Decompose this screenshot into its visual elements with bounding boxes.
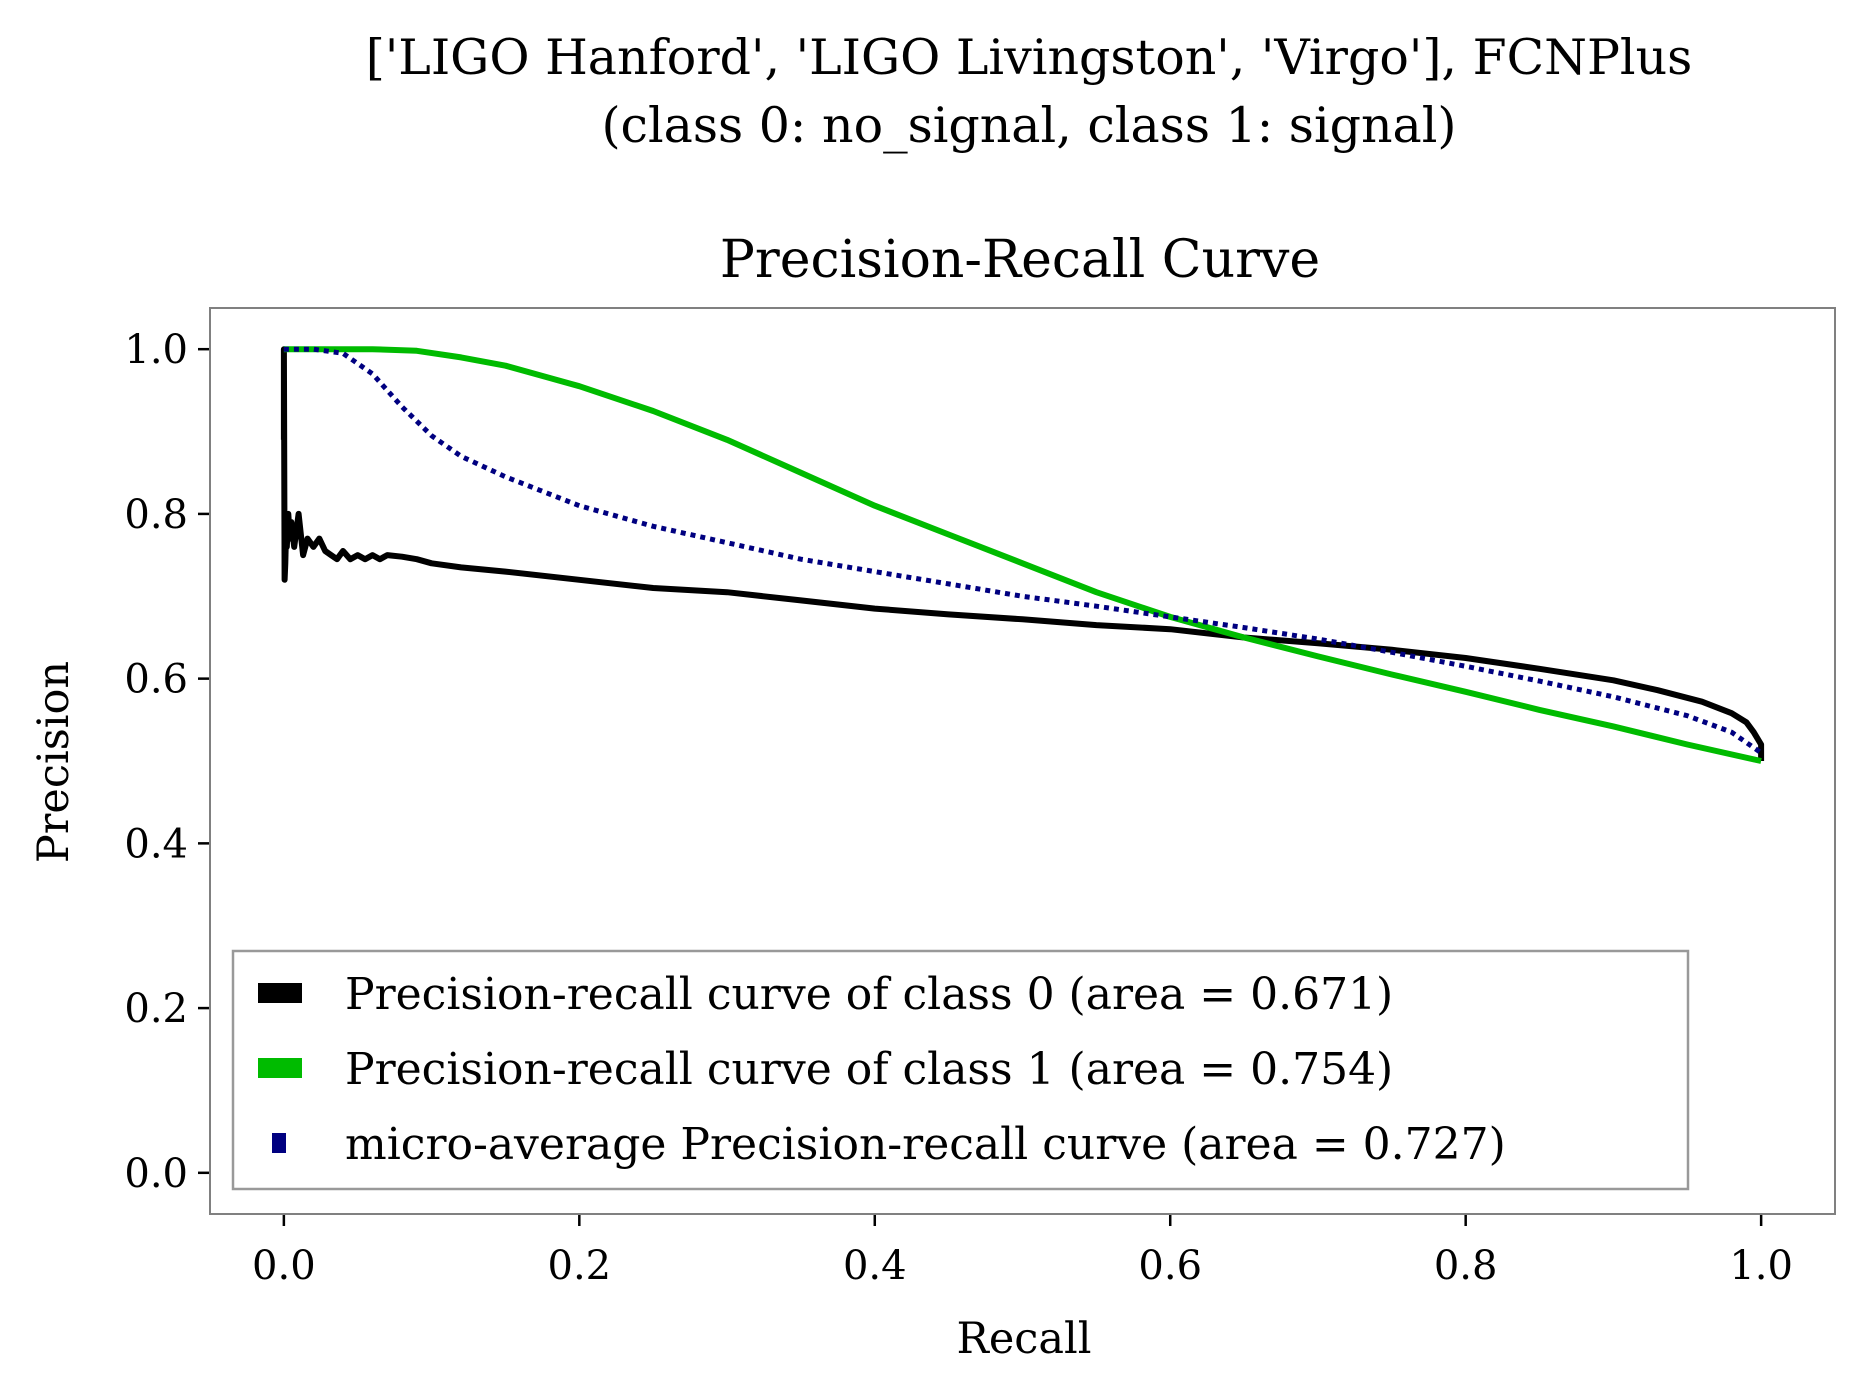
legend: Precision-recall curve of class 0 (area … <box>231 949 1690 1191</box>
legend-box <box>231 949 1690 1191</box>
y-axis-label: Precision <box>29 661 79 863</box>
legend-swatch-1 <box>258 1058 302 1078</box>
x-tick-label: 0.4 <box>843 1243 907 1289</box>
x-axis-label: Recall <box>956 1314 1091 1364</box>
y-tick-label: 0.0 <box>124 1151 188 1197</box>
series-line-2 <box>283 346 1763 755</box>
axes-ticks: 0.0 0.2 0.4 0.6 0.8 1.0 0.0 0.2 0.4 0.6 0.8 1.0 <box>124 327 1793 1289</box>
series-line-1 <box>283 346 1762 764</box>
x-tick-label: 0.2 <box>548 1243 612 1289</box>
legend-swatch-2 <box>272 1133 286 1153</box>
legend-swatch-0 <box>258 983 302 1003</box>
y-tick-label: 0.6 <box>124 657 188 703</box>
y-tick-label: 0.8 <box>124 492 188 538</box>
x-tick-label: 1.0 <box>1729 1243 1793 1289</box>
y-tick-label: 0.2 <box>124 986 188 1032</box>
legend-label-1: Precision-recall curve of class 1 (area … <box>345 1044 1393 1095</box>
series-line-0 <box>280 346 1765 761</box>
x-tick-label: 0.6 <box>1138 1243 1202 1289</box>
legend-items: Precision-recall curve of class 0 (area … <box>258 969 1506 1170</box>
y-tick-label: 0.4 <box>124 821 188 867</box>
legend-label-2: micro-average Precision-recall curve (ar… <box>345 1119 1506 1170</box>
x-tick-label: 0.8 <box>1434 1243 1498 1289</box>
legend-label-0: Precision-recall curve of class 0 (area … <box>345 969 1393 1020</box>
figure-suptitle-line1: ['LIGO Hanford', 'LIGO Livingston', 'Vir… <box>366 29 1693 86</box>
y-tick-label: 1.0 <box>124 327 188 373</box>
plot-series <box>280 346 1765 764</box>
plot-frame <box>209 307 1836 1215</box>
chart-title: Precision-Recall Curve <box>720 230 1320 290</box>
x-tick-label: 0.0 <box>252 1243 316 1289</box>
figure-suptitle-line2: (class 0: no_signal, class 1: signal) <box>601 97 1456 154</box>
